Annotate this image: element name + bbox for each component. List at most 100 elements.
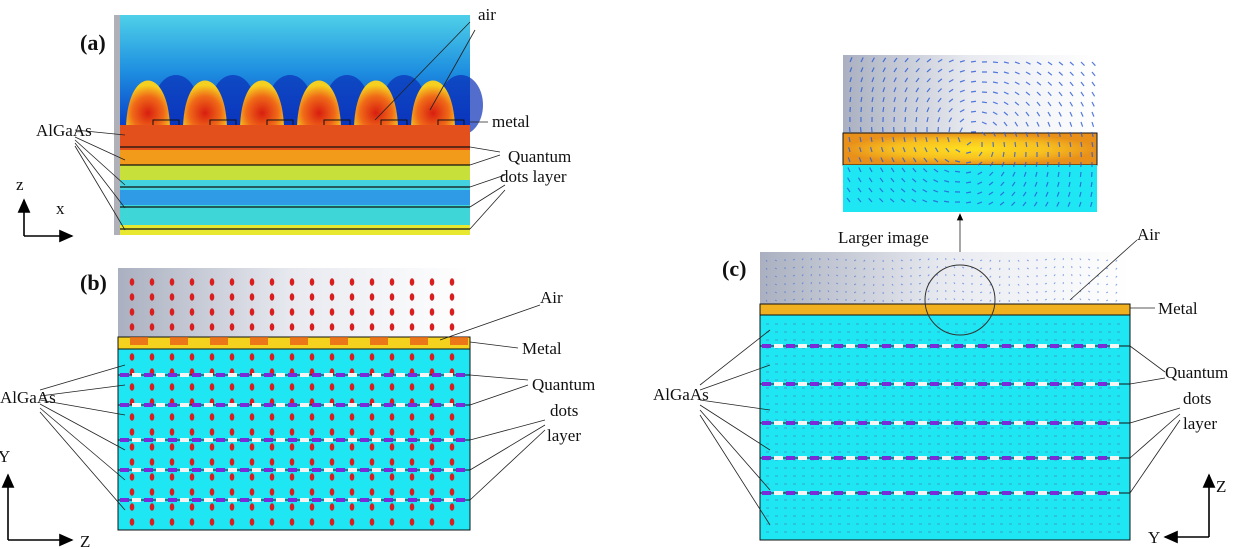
field-vector — [854, 300, 856, 301]
field-dot — [290, 518, 295, 526]
field-dot — [290, 278, 295, 286]
quantum-dot — [846, 491, 855, 495]
field-dot — [150, 278, 155, 286]
field-dot — [330, 293, 335, 301]
field-dot — [310, 428, 315, 436]
quantum-dot — [300, 373, 309, 377]
quantum-dot — [906, 456, 915, 460]
field-dot — [330, 353, 335, 361]
field-dot — [190, 278, 195, 286]
field-vector — [1092, 142, 1093, 147]
field-dot — [170, 473, 175, 481]
field-vector — [982, 102, 987, 103]
quantum-dot — [324, 373, 333, 377]
quantum-dot — [336, 403, 345, 407]
quantum-dot — [444, 373, 453, 377]
quantum-dot — [954, 421, 963, 425]
quantum-dot — [870, 421, 879, 425]
layer — [120, 165, 470, 180]
quantum-dot — [276, 438, 285, 442]
field-dot — [430, 278, 435, 286]
field-dot — [450, 518, 455, 526]
panel-b: (b) Air Metal AlGaAs Quantum dots layer … — [0, 268, 595, 549]
field-vector — [1063, 290, 1064, 292]
field-dot — [210, 323, 215, 331]
quantum-dot — [882, 344, 891, 348]
quantum-dot — [264, 403, 273, 407]
quantum-dot — [216, 373, 225, 377]
field-vector — [971, 81, 976, 82]
field-dot — [130, 323, 135, 331]
quantum-dot — [990, 456, 999, 460]
quantum-dot — [798, 421, 807, 425]
field-vector — [999, 276, 1000, 278]
field-dot — [130, 278, 135, 286]
quantum-dot — [834, 491, 843, 495]
quantum-dot — [456, 438, 465, 442]
quantum-dot — [240, 498, 249, 502]
field-vector — [971, 111, 976, 112]
quantum-dot — [336, 468, 345, 472]
field-dot — [430, 458, 435, 466]
field-dot — [290, 323, 295, 331]
quantum-dot — [312, 403, 321, 407]
quantum-dot — [408, 403, 417, 407]
quantum-dot — [360, 438, 369, 442]
quantum-dot — [1110, 344, 1119, 348]
field-dot — [450, 308, 455, 316]
quantum-dot — [384, 468, 393, 472]
field-dot — [370, 293, 375, 301]
quantum-dot — [204, 498, 213, 502]
axis-label: Z — [80, 532, 90, 549]
quantum-dot — [240, 438, 249, 442]
quantum-dot — [384, 498, 393, 502]
quantum-dot — [348, 498, 357, 502]
metal-stripe — [330, 337, 348, 345]
quantum-dot — [1038, 491, 1047, 495]
quantum-dot — [906, 344, 915, 348]
field-dot — [250, 413, 255, 421]
quantum-dot — [408, 498, 417, 502]
field-dot — [370, 428, 375, 436]
quantum-dot — [120, 373, 129, 377]
field-dot — [270, 458, 275, 466]
quantum-dot — [966, 421, 975, 425]
quantum-dot — [156, 403, 165, 407]
quantum-dot — [264, 438, 273, 442]
field-vector — [1036, 162, 1037, 167]
field-dot — [210, 488, 215, 496]
quantum-dot — [774, 382, 783, 386]
field-dot — [330, 428, 335, 436]
quantum-dot — [276, 373, 285, 377]
quantum-dot — [1098, 421, 1107, 425]
quantum-dot — [396, 438, 405, 442]
field-dot — [150, 518, 155, 526]
field-dot — [250, 383, 255, 391]
quantum-dot — [192, 438, 201, 442]
quantum-dot — [870, 382, 879, 386]
quantum-dot — [336, 373, 345, 377]
quantum-dot — [1014, 491, 1023, 495]
quantum-dot — [846, 456, 855, 460]
field-dot — [170, 293, 175, 301]
quantum-dot — [1050, 456, 1059, 460]
field-vector — [937, 290, 938, 292]
field-dot — [250, 443, 255, 451]
quantum-dot — [432, 438, 441, 442]
quantum-dot — [240, 403, 249, 407]
quantum-dot — [990, 382, 999, 386]
field-vector — [999, 260, 1000, 262]
field-dot — [170, 518, 175, 526]
quantum-dot — [228, 498, 237, 502]
quantum-dot — [930, 456, 939, 460]
layer — [120, 205, 470, 225]
quantum-dot — [120, 403, 129, 407]
quantum-dot — [276, 403, 285, 407]
quantum-dot — [1110, 491, 1119, 495]
quantum-dot — [762, 382, 771, 386]
quantum-dot — [1050, 491, 1059, 495]
field-vector — [971, 61, 976, 62]
quantum-dot — [180, 403, 189, 407]
quantum-dot — [216, 468, 225, 472]
field-vector — [971, 91, 976, 92]
